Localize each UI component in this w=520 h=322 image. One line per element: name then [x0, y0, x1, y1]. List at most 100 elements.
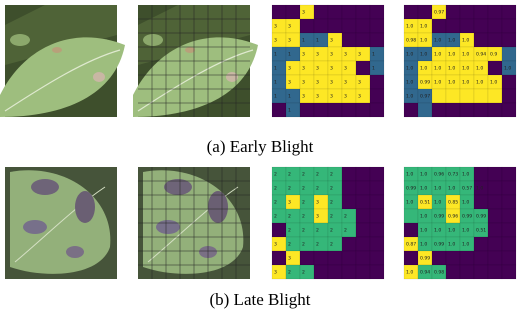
cell: [488, 181, 502, 195]
cell: [404, 251, 418, 265]
cell: [356, 61, 370, 75]
cell-label: 2: [302, 270, 305, 276]
cell: [314, 251, 328, 265]
cell-label: 3: [358, 80, 361, 86]
cell-label: 0.87: [406, 242, 416, 248]
cell: [460, 19, 474, 33]
cell: [474, 237, 488, 251]
cell: [272, 223, 286, 237]
cell: [488, 251, 502, 265]
cell: [404, 103, 418, 117]
cell-label: 2: [302, 214, 305, 220]
cell: [474, 33, 488, 47]
cell-label: 1: [274, 80, 277, 86]
cell-label: 2: [274, 200, 277, 206]
cell-label: 3: [316, 214, 319, 220]
cell: [314, 5, 328, 19]
cell: [488, 195, 502, 209]
cell: [370, 5, 384, 19]
cell: [286, 5, 300, 19]
cell: [474, 167, 488, 181]
cell-label: 2: [316, 172, 319, 178]
cell-label: 2: [316, 242, 319, 248]
photo-early-grid: [133, 5, 258, 117]
cell-label: 1.0: [420, 66, 427, 72]
cell-label: 1: [274, 52, 277, 58]
cell: [314, 265, 328, 279]
cell-label: 1.0: [406, 80, 413, 86]
cell-label: 2: [288, 172, 291, 178]
cell-label: 1.0: [434, 52, 441, 58]
cell: [474, 5, 488, 19]
cell-label: 0.99: [420, 80, 430, 86]
cell-label: 2: [274, 214, 277, 220]
cell: [356, 103, 370, 117]
cell: [356, 181, 370, 195]
cell-label: 1: [274, 66, 277, 72]
cell: [502, 181, 516, 195]
cell-label: 1.0: [434, 80, 441, 86]
cell: [502, 75, 516, 89]
cell: [502, 251, 516, 265]
cell-label: 3: [330, 38, 333, 44]
cell-label: 2: [274, 172, 277, 178]
cell-label: 3: [358, 94, 361, 100]
cell: [502, 237, 516, 251]
cell: [342, 19, 356, 33]
cell: [460, 89, 474, 103]
cell: [488, 167, 502, 181]
cell: [460, 103, 474, 117]
cell: [460, 251, 474, 265]
cell-label: 0.73: [448, 172, 458, 178]
cell-label: 3: [316, 66, 319, 72]
cell-label: 2: [330, 228, 333, 234]
cell: [432, 19, 446, 33]
cell: [272, 103, 286, 117]
cell-label: 1.0: [448, 186, 455, 192]
cell: [370, 33, 384, 47]
cell-label: 3: [330, 52, 333, 58]
cell-label: 0.98: [434, 270, 444, 276]
cell-label: 1.0: [406, 52, 413, 58]
cell: [502, 33, 516, 47]
cell-label: 0.98: [406, 38, 416, 44]
cell-label: 0.94: [420, 270, 430, 276]
cell-label: 3: [302, 94, 305, 100]
cell-label: 2: [302, 186, 305, 192]
cell: [342, 33, 356, 47]
cell: [446, 251, 460, 265]
cell-label: 0.9: [490, 52, 497, 58]
cell: [460, 5, 474, 19]
cell-label: 1.0: [406, 94, 413, 100]
cell: [502, 209, 516, 223]
cell: [300, 19, 314, 33]
cell-label: 1.0: [462, 38, 469, 44]
caption: (b) Late Blight: [209, 290, 310, 309]
cell-label: 3: [288, 24, 291, 30]
cell: [502, 5, 516, 19]
cell: [502, 223, 516, 237]
cell-label: 3: [344, 52, 347, 58]
cell-label: 1.0: [490, 80, 497, 86]
cell: [488, 5, 502, 19]
cell-label: 0.99: [406, 186, 416, 192]
cell-label: 1.0: [448, 228, 455, 234]
cell: [356, 209, 370, 223]
cell: [356, 265, 370, 279]
cell: [356, 5, 370, 19]
cell-label: 2: [330, 186, 333, 192]
cell-label: 1.0: [406, 66, 413, 72]
cell-label: 0.57: [462, 186, 472, 192]
cell: [488, 237, 502, 251]
cell-label: 1.0: [420, 186, 427, 192]
cell-label: 0.99: [434, 242, 444, 248]
cell-label: 1: [288, 52, 291, 58]
cell-label: 1.0: [434, 66, 441, 72]
cell: [502, 195, 516, 209]
cell-label: 1.0: [476, 80, 483, 86]
cell: [418, 5, 432, 19]
cell: [370, 103, 384, 117]
cell-label: 3: [302, 80, 305, 86]
cell-label: 2: [302, 172, 305, 178]
